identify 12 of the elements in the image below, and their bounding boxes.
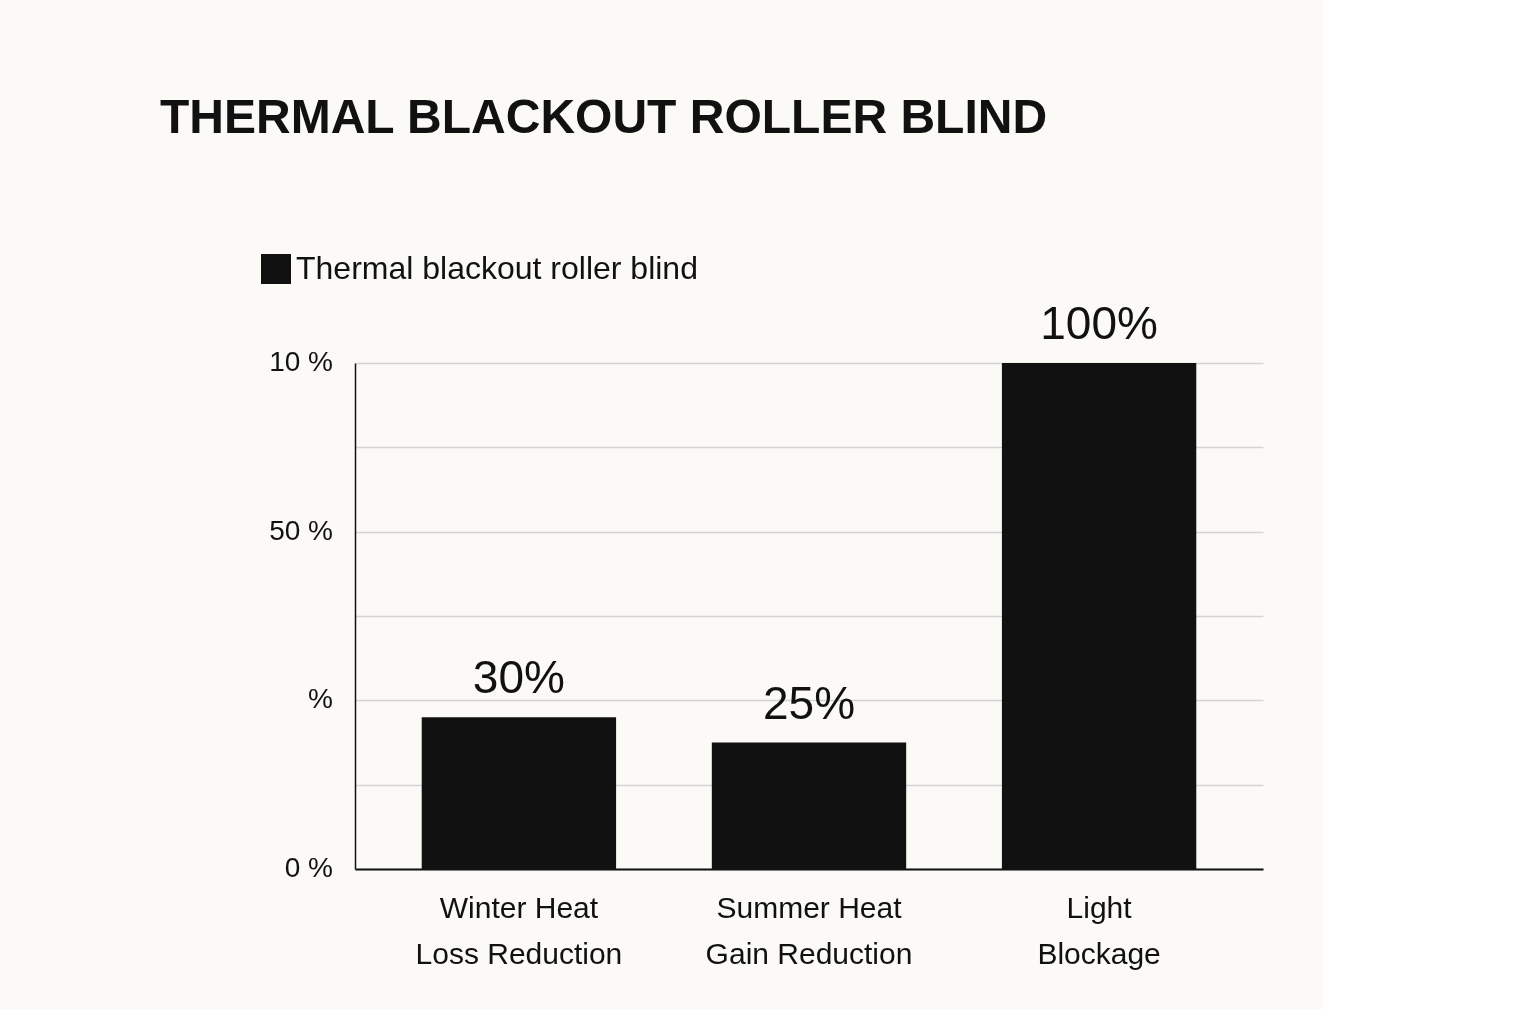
x-tick-label: Winter Heat Loss Reduction bbox=[415, 890, 623, 970]
text: % bbox=[308, 683, 333, 715]
text: 100% bbox=[1040, 297, 1158, 349]
text: 30% bbox=[472, 651, 565, 704]
text: 0 % bbox=[284, 852, 333, 883]
text: 25% bbox=[762, 676, 856, 729]
legend-label: Thermal blackout roller blind bbox=[296, 250, 698, 286]
x-tick-label: Summer Heat Gain Reduction bbox=[705, 890, 913, 970]
x-tick-label: Light Blockage bbox=[1037, 890, 1161, 970]
chart-title: THERMAL BLACKOUT ROLLER BLIND bbox=[160, 90, 1048, 143]
text: 10 % bbox=[269, 346, 333, 377]
text: 50 % bbox=[269, 514, 333, 546]
